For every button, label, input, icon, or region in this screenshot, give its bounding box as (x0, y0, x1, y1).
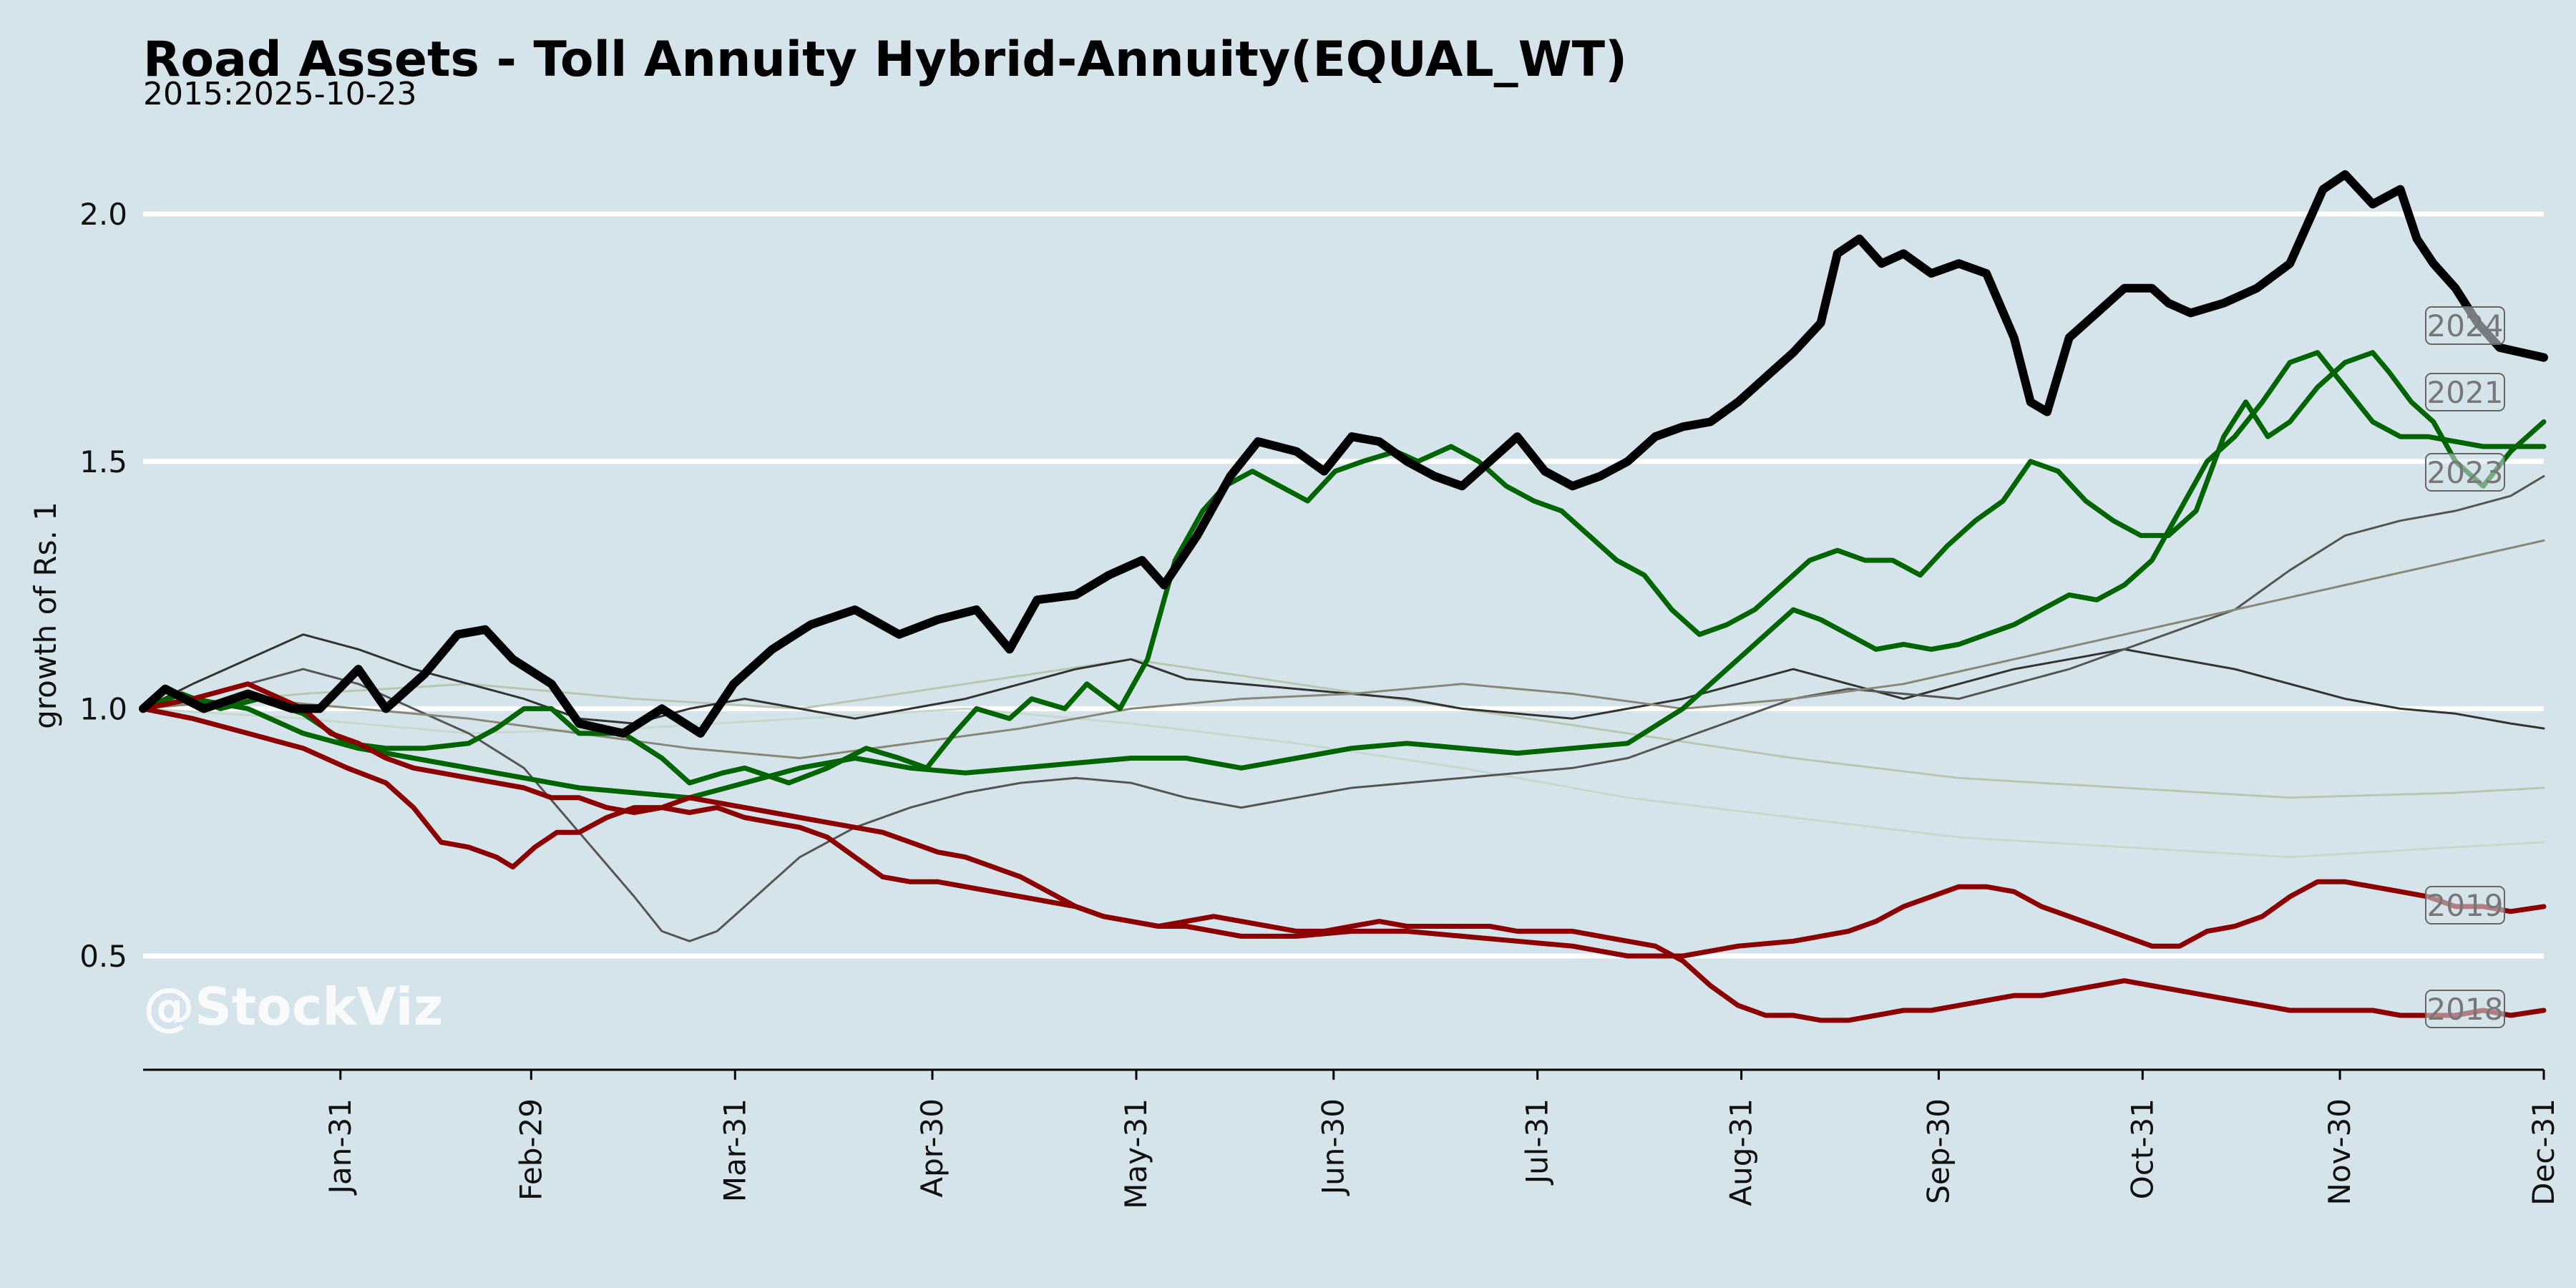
series-end-label-2018: 2018 (2425, 990, 2505, 1028)
x-tick-label: Sep-30 (1921, 1098, 1956, 1204)
series-line-2021 (140, 350, 2547, 786)
label-text: 2019 (2427, 888, 2504, 923)
y-tick-label: 0.5 (79, 939, 127, 974)
label-text: 2024 (2427, 308, 2504, 343)
series-line-2024 (139, 170, 2548, 738)
series-line-2019 (140, 706, 2547, 959)
label-box (2425, 453, 2505, 492)
label-box (2425, 306, 2505, 345)
series-end-labels: 2024 2021 2023 2019 2018 (2425, 306, 2505, 1028)
label-text: 2018 (2427, 992, 2504, 1027)
series-line (142, 658, 2545, 799)
y-tick-label: 2.0 (79, 197, 127, 232)
label-text: 2021 (2427, 375, 2504, 410)
series-end-label-2019: 2019 (2425, 886, 2505, 924)
axes: Jan-31 Feb-29 Mar-31 Apr-30 May-31 Jun-30 Jul-… (143, 1068, 2561, 1209)
watermark: @StockViz (143, 977, 443, 1037)
series-end-label-2021: 2021 (2425, 373, 2505, 411)
x-tick-label: Jan-31 (323, 1098, 358, 1196)
label-box (2425, 886, 2505, 924)
y-tick-label: 1.5 (79, 444, 127, 479)
x-tick-label: Jun-30 (1316, 1098, 1351, 1196)
x-tick-label: Nov-30 (2322, 1098, 2357, 1205)
series-line (142, 475, 2545, 942)
grid: 0.5 1.0 1.5 2.0 (79, 197, 2544, 974)
x-tick-label: Apr-30 (914, 1098, 950, 1198)
y-axis-label: growth of Rs. 1 (28, 502, 63, 729)
label-text: 2023 (2427, 455, 2504, 490)
label-box (2425, 990, 2505, 1028)
series-line-2023 (140, 350, 2547, 801)
chart-title: Road Assets - Toll Annuity Hybrid-Annuit… (143, 31, 1627, 88)
x-tick-label: Oct-31 (2124, 1098, 2160, 1199)
x-tick-label: Jul-31 (1520, 1098, 1555, 1186)
x-tick-label: Feb-29 (513, 1098, 548, 1201)
chart-subtitle: 2015:2025-10-23 (143, 76, 417, 112)
x-tick-label: Aug-31 (1724, 1098, 1759, 1206)
x-tick-label: May-31 (1118, 1098, 1153, 1209)
series-lines (139, 170, 2548, 1023)
y-tick-label: 1.0 (79, 691, 127, 726)
series-line (142, 539, 2545, 759)
series-end-label-2023: 2023 (2425, 453, 2505, 492)
label-box (2425, 373, 2505, 411)
series-line (142, 707, 2545, 859)
x-tick-label: Dec-31 (2526, 1098, 2561, 1206)
x-tick-label: Mar-31 (717, 1098, 752, 1202)
series-line-2018 (140, 681, 2547, 1023)
series-end-label-2024: 2024 (2425, 306, 2505, 345)
